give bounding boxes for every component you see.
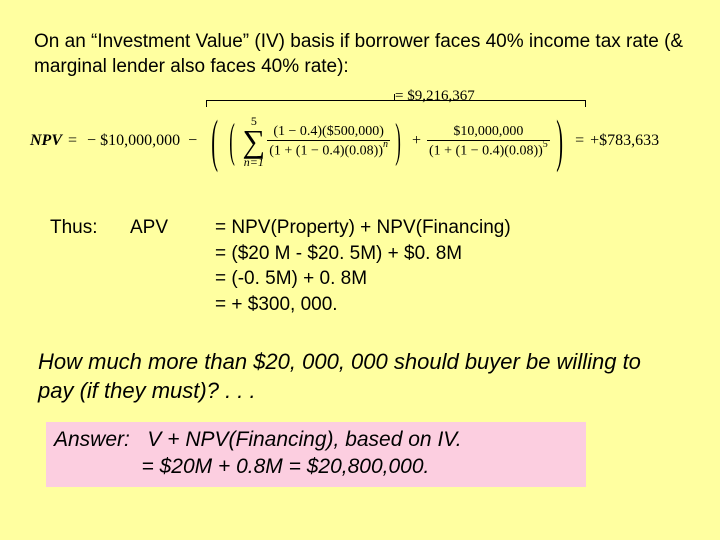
frac2-den: (1 + (1 − 0.4)(0.08))5	[427, 140, 550, 159]
equals-2: =	[575, 132, 584, 150]
slide: On an “Investment Value” (IV) basis if b…	[0, 0, 720, 540]
apv-lines: = NPV(Property) + NPV(Financing) = ($20 …	[215, 215, 511, 318]
answer-label: Answer:	[54, 428, 130, 451]
thus-label: Thus:	[50, 215, 130, 318]
question-text: How much more than $20, 000, 000 should …	[38, 348, 682, 405]
sigma-symbol: ∑	[242, 127, 265, 156]
frac1-num: (1 − 0.4)($500,000)	[271, 124, 386, 139]
thus-block: Thus: APV = NPV(Property) + NPV(Financin…	[50, 215, 511, 318]
minus-1: −	[87, 132, 96, 150]
plus: +	[412, 132, 421, 150]
apv-line-1: = NPV(Property) + NPV(Financing)	[215, 215, 511, 241]
apv-label: APV	[130, 215, 215, 318]
npv-formula: NPV = − $10,000,000 − ( ( 5 ∑ n=1 (1 − 0…	[30, 115, 700, 168]
answer-box: Answer: V + NPV(Financing), based on IV.…	[46, 422, 586, 487]
apv-line-3: = (-0. 5M) + 0. 8M	[215, 266, 511, 292]
fraction-2: $10,000,000 (1 + (1 − 0.4)(0.08))5	[427, 124, 550, 158]
apv-line-2: = ($20 M - $20. 5M) + $0. 8M	[215, 241, 511, 267]
annotation-value: = $9,216,367	[395, 88, 475, 105]
frac1-den: (1 + (1 − 0.4)(0.08))n	[267, 140, 390, 159]
fraction-1: (1 − 0.4)($500,000) (1 + (1 − 0.4)(0.08)…	[267, 124, 390, 158]
term-1: $10,000,000	[100, 132, 180, 150]
answer-line1: V + NPV(Financing), based on IV.	[147, 428, 461, 451]
answer-line2: = $20M + 0.8M = $20,800,000.	[142, 455, 430, 478]
sigma: 5 ∑ n=1	[242, 115, 265, 168]
intro-text: On an “Investment Value” (IV) basis if b…	[34, 30, 686, 79]
frac2-num: $10,000,000	[451, 124, 525, 139]
sigma-bottom: n=1	[244, 156, 264, 168]
equals-1: =	[68, 132, 77, 150]
formula-lhs: NPV	[30, 132, 62, 150]
big-minus: −	[188, 132, 197, 150]
formula-rhs: +$783,633	[590, 132, 659, 150]
apv-line-4: = + $300, 000.	[215, 292, 511, 318]
